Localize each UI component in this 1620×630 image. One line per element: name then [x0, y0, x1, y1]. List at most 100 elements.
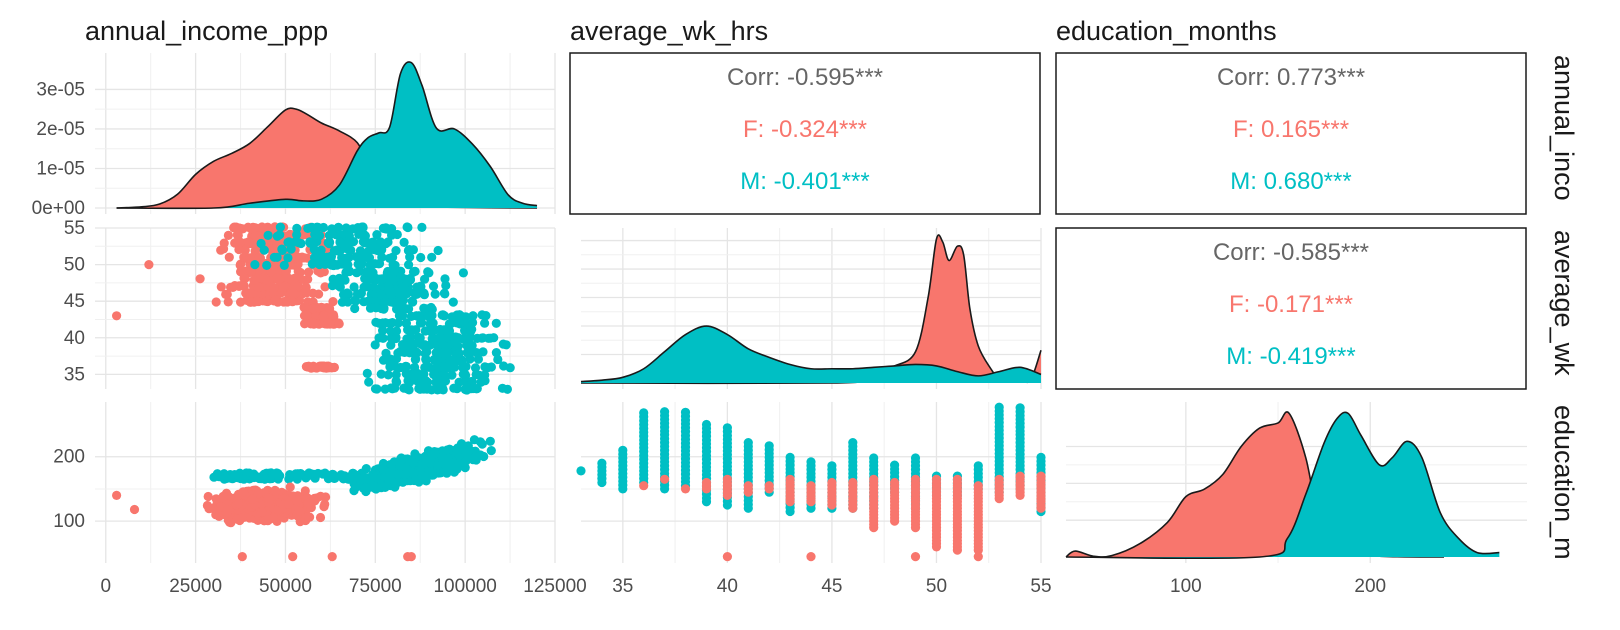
scatter-point-m — [378, 333, 388, 343]
scatter-point-m — [973, 461, 983, 471]
scatter-point-f — [233, 499, 244, 509]
corr-overall-text: Corr: 0.773*** — [1217, 64, 1365, 91]
scatter-point-m — [701, 419, 712, 430]
scatter-point-f — [236, 237, 246, 247]
scatter-point-m — [426, 302, 436, 313]
strip-label-average-wk: average_wk — [1549, 230, 1579, 376]
scatter-point-m — [358, 222, 368, 232]
scatter-point-m — [386, 340, 396, 350]
scatter-point-m — [400, 304, 410, 314]
scatter-point-f — [660, 474, 670, 484]
scatter-point-m — [764, 441, 774, 451]
corr-m-text: M: -0.419*** — [1226, 343, 1355, 370]
scatter-point-m — [465, 325, 475, 336]
scatter-point-m — [419, 369, 429, 379]
y-tick-label: 45 — [64, 291, 85, 312]
corr-f-text: F: -0.171*** — [1229, 291, 1353, 318]
scatter-point-m — [250, 260, 260, 270]
scatter-point-m — [329, 246, 339, 256]
scatter-point-m — [306, 469, 316, 479]
scatter-point-m — [355, 251, 365, 261]
scatter-point-m — [318, 222, 329, 233]
scatter-point-m — [469, 435, 479, 445]
scatter-point-f — [264, 493, 274, 503]
scatter-point-f — [994, 474, 1004, 484]
scatter-point-m — [465, 332, 476, 342]
y-tick-label: 2e-05 — [36, 119, 85, 140]
scatter-point-m — [221, 473, 231, 484]
scatter-point-m — [350, 303, 360, 314]
density-area-m — [1066, 412, 1500, 559]
scatter-point-m — [359, 282, 369, 292]
scatter-point-m — [327, 224, 337, 234]
scatter-point-m — [417, 222, 427, 232]
scatter-point-m — [463, 348, 473, 358]
scatter-point-f — [315, 512, 326, 523]
scatter-point-f — [320, 499, 330, 509]
scatter-point-m — [329, 260, 339, 271]
scatter-point-m — [499, 361, 509, 371]
scatter-point-m — [283, 253, 293, 263]
strip-label-education: education_m — [1549, 405, 1579, 560]
scatter-point-m — [660, 407, 670, 417]
scatter-point-f — [722, 474, 733, 484]
scatter-point-f — [293, 281, 303, 292]
scatter-point-f — [292, 496, 302, 506]
scatter-point-m — [272, 231, 282, 241]
scatter-point-m — [385, 326, 396, 336]
x-tick-label: 50 — [926, 576, 947, 597]
scatter-point-m — [318, 469, 328, 479]
scatter-point-m — [360, 238, 370, 248]
scatter-point-m — [303, 223, 313, 233]
scatter-point-f — [848, 477, 858, 488]
scatter-point-f — [308, 288, 318, 298]
x-tick-label: 75000 — [349, 576, 402, 597]
scatter-point-m — [263, 230, 273, 240]
scatter-point-f — [320, 282, 330, 292]
scatter-point-m — [463, 446, 474, 456]
scatter-point-m — [493, 354, 503, 365]
scatter-point-f — [680, 484, 691, 494]
scatter-point-m — [454, 310, 465, 320]
scatter-point-m — [437, 452, 447, 462]
scatter-point-m — [277, 245, 287, 255]
scatter-point-f — [300, 253, 310, 263]
scatter-point-m — [279, 260, 289, 270]
scatter-point-f — [248, 494, 258, 504]
scatter-point-f — [311, 311, 321, 321]
scatter-point-m — [367, 239, 377, 249]
scatter-point-m — [422, 384, 432, 394]
scatter-point-f — [195, 274, 205, 284]
scatter-point-f — [246, 288, 256, 299]
scatter-point-m — [386, 354, 396, 364]
scatter-point-f — [304, 267, 314, 277]
scatter-point-f — [722, 552, 733, 562]
scatter-point-f — [112, 490, 122, 500]
scatter-point-m — [367, 473, 377, 483]
scatter-point-f — [238, 487, 248, 497]
scatter-point-m — [272, 252, 282, 262]
y-tick-label: 3e-05 — [36, 79, 85, 100]
scatter-point-f — [319, 363, 329, 373]
scatter-point-f — [223, 297, 233, 307]
scatter-point-m — [827, 461, 837, 471]
scatter-point-m — [430, 289, 440, 299]
scatter-point-m — [486, 446, 496, 456]
scatter-point-f — [252, 289, 262, 299]
scatter-point-f — [806, 481, 816, 491]
scatter-point-f — [243, 237, 253, 247]
scatter-point-m — [392, 229, 402, 240]
scatter-point-f — [284, 273, 294, 284]
scatter-point-m — [477, 439, 487, 449]
scatter-point-f — [254, 252, 264, 263]
scatter-point-m — [435, 332, 445, 342]
scatter-point-m — [498, 339, 508, 349]
scatter-point-m — [373, 259, 383, 269]
scatter-point-m — [386, 290, 396, 300]
scatter-point-f — [289, 288, 299, 298]
scatter-point-f — [235, 260, 245, 270]
scatter-point-m — [483, 333, 493, 343]
scatter-point-m — [375, 274, 385, 284]
scatter-point-f — [325, 304, 335, 314]
scatter-point-f — [219, 244, 229, 254]
